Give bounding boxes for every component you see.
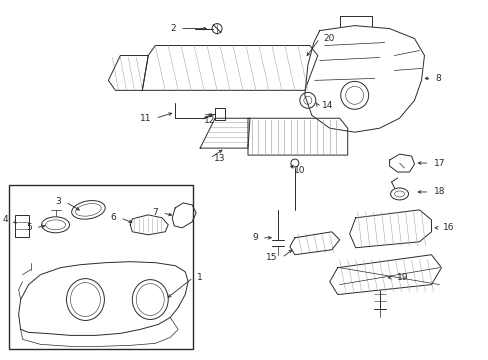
Text: 15: 15 <box>266 253 277 262</box>
Text: 19: 19 <box>396 273 407 282</box>
Text: 12: 12 <box>203 116 215 125</box>
Text: 3: 3 <box>56 197 61 206</box>
Text: 10: 10 <box>293 166 305 175</box>
Text: 2: 2 <box>170 24 176 33</box>
Text: 9: 9 <box>252 233 258 242</box>
Text: 17: 17 <box>432 158 444 167</box>
Text: 20: 20 <box>323 34 334 43</box>
Text: 11: 11 <box>140 114 151 123</box>
Text: 4: 4 <box>3 215 9 224</box>
Polygon shape <box>247 118 347 155</box>
Bar <box>9 185 193 349</box>
Bar <box>15 215 29 237</box>
Text: 14: 14 <box>321 101 332 110</box>
Text: 1: 1 <box>197 273 203 282</box>
Polygon shape <box>289 232 339 255</box>
Polygon shape <box>108 55 148 90</box>
Text: 7: 7 <box>152 208 158 217</box>
Polygon shape <box>200 118 249 148</box>
Polygon shape <box>349 210 430 248</box>
Polygon shape <box>142 45 317 90</box>
Text: 16: 16 <box>443 223 454 232</box>
Polygon shape <box>329 255 441 294</box>
Text: 18: 18 <box>432 188 444 197</box>
Polygon shape <box>304 26 424 132</box>
Text: 8: 8 <box>435 74 440 83</box>
Bar <box>215 108 224 120</box>
Text: 13: 13 <box>214 154 225 163</box>
Text: 5: 5 <box>26 223 32 232</box>
Text: 6: 6 <box>110 213 116 222</box>
